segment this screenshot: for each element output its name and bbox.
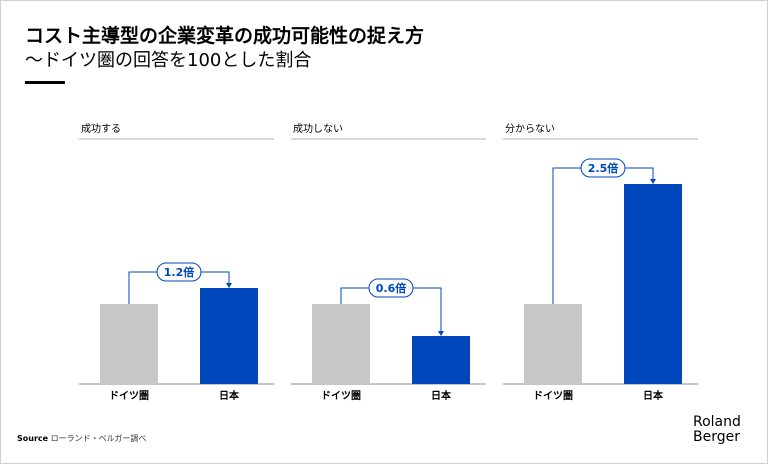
category-label: ドイツ圏 — [109, 390, 149, 402]
category-label: 日本 — [643, 389, 664, 402]
chart-subtitle: 〜ドイツ圏の回答を100とした割合 — [25, 50, 312, 71]
source-note: Source ローランド・ベルガー調べ — [17, 433, 146, 444]
annotation-label: 0.6倍 — [376, 281, 407, 295]
annotation-label: 1.2倍 — [164, 265, 195, 279]
bar — [200, 288, 258, 384]
roland-berger-logo: Roland Berger — [693, 415, 741, 445]
category-label: ドイツ圏 — [321, 390, 361, 402]
logo-line-2: Berger — [693, 429, 740, 445]
panel-title: 分からない — [505, 123, 555, 135]
source-label: Source — [17, 434, 49, 443]
logo-line-1: Roland — [693, 414, 741, 430]
source-text: ローランド・ベルガー調べ — [50, 434, 147, 443]
bar — [312, 304, 370, 384]
category-label: 日本 — [431, 389, 452, 402]
panel-title: 成功する — [81, 123, 121, 135]
bar — [412, 336, 470, 384]
annotation-pill — [368, 278, 414, 298]
annotation-pill — [580, 158, 626, 178]
category-label: 日本 — [219, 389, 240, 402]
bar — [624, 184, 682, 384]
arrow-head-icon — [438, 331, 444, 336]
arrow-head-icon — [650, 179, 656, 184]
bar — [100, 304, 158, 384]
arrow-head-icon — [226, 283, 232, 288]
bar — [524, 304, 582, 384]
panel-title: 成功しない — [293, 123, 343, 135]
title-rule — [25, 81, 65, 84]
annotation-pill — [156, 262, 202, 282]
chart-title: コスト主導型の企業変革の成功可能性の捉え方 — [25, 25, 425, 47]
annotation-label: 2.5倍 — [588, 161, 619, 175]
category-label: ドイツ圏 — [533, 390, 573, 402]
